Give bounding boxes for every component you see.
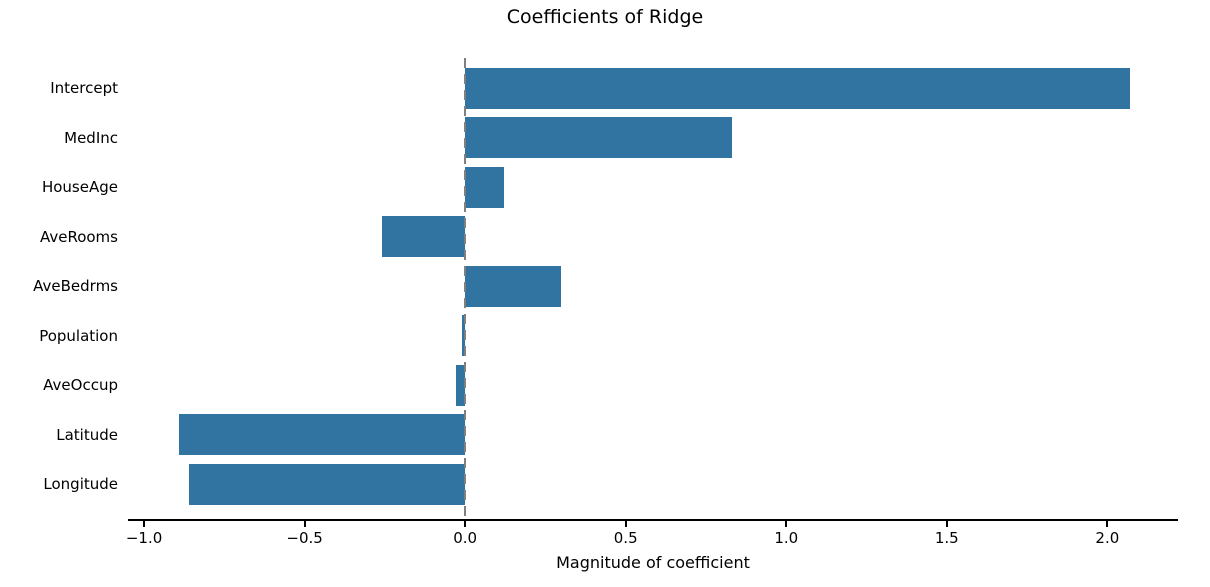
x-tick-mark: [785, 521, 788, 527]
chart-title: Coefficients of Ridge: [506, 6, 704, 28]
y-tick-label-avebedrms: AveBedrms: [33, 277, 118, 295]
x-tick-mark: [303, 521, 306, 527]
zero-reference-line: [464, 58, 467, 519]
x-tick-label: 0.5: [613, 529, 638, 547]
y-tick-label-aveoccup: AveOccup: [43, 376, 118, 394]
bar-medinc: [465, 117, 732, 158]
bar-aveoccup: [455, 364, 466, 406]
y-tick-label-houseage: HouseAge: [41, 178, 118, 196]
x-axis-label: Magnitude of coefficient: [556, 553, 750, 572]
x-tick-label: 0.0: [453, 529, 478, 547]
bar-houseage: [465, 166, 504, 208]
x-tick-mark: [143, 521, 146, 527]
bar-avebedrms: [465, 265, 562, 307]
y-tick-label-latitude: Latitude: [56, 425, 118, 444]
x-tick-label: −0.5: [286, 529, 323, 547]
x-tick-label: −1.0: [125, 529, 163, 547]
y-tick-label-longitude: Longitude: [43, 475, 118, 493]
bar-averooms: [381, 216, 466, 257]
y-tick-label-intercept: Intercept: [50, 79, 118, 97]
x-axis-line: [128, 519, 1178, 521]
y-tick-label-medinc: MedInc: [64, 128, 118, 147]
x-tick-mark: [624, 521, 627, 527]
x-tick-mark: [1106, 521, 1109, 527]
x-tick-label: 2.0: [1095, 529, 1120, 547]
bar-intercept: [465, 67, 1130, 109]
y-tick-label-averooms: AveRooms: [39, 227, 118, 246]
y-tick-label-population: Population: [39, 326, 118, 345]
x-tick-mark: [464, 521, 467, 527]
x-tick-label: 1.0: [774, 529, 799, 547]
x-tick-mark: [945, 521, 948, 527]
bar-longitude: [189, 463, 466, 505]
bar-population: [461, 315, 466, 356]
x-tick-label: 1.5: [934, 529, 959, 547]
bar-latitude: [179, 414, 466, 455]
